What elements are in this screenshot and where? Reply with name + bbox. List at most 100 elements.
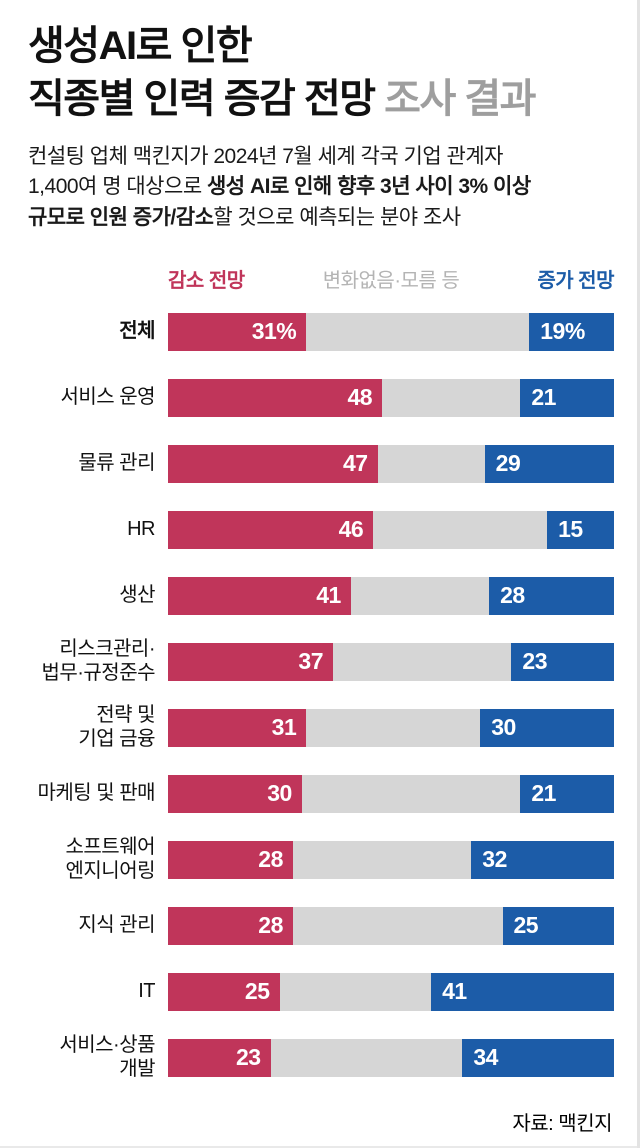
bar: 47 29 (168, 444, 614, 483)
chart-row: IT 25 41 (28, 972, 614, 1011)
decrease-bar: 23 (168, 1038, 271, 1077)
decrease-value: 31% (251, 318, 297, 345)
increase-value: 30 (491, 714, 516, 741)
decrease-bar: 47 (168, 444, 378, 483)
neutral-bar (306, 312, 530, 351)
neutral-bar (350, 576, 490, 615)
legend-neutral: 변화없음·모름 등 (322, 269, 460, 292)
increase-bar: 32 (471, 840, 614, 879)
decrease-value: 23 (235, 1044, 261, 1071)
bar: 23 34 (168, 1038, 614, 1077)
chart-row: 지식 관리 28 25 (28, 906, 614, 945)
bar: 31% 19% (168, 312, 614, 351)
neutral-bar (270, 1038, 463, 1077)
row-label: IT (138, 979, 155, 1002)
legend-increase: 증가 전망 (537, 269, 614, 292)
increase-value: 29 (495, 450, 521, 477)
bar: 30 21 (168, 774, 614, 813)
title-line2-sub: 조사 결과 (374, 76, 536, 121)
decrease-value: 37 (298, 648, 324, 675)
increase-value: 32 (482, 846, 507, 873)
neutral-bar (382, 378, 521, 417)
decrease-bar: 31% (168, 312, 307, 351)
bar: 37 23 (168, 642, 614, 681)
decrease-value: 28 (258, 846, 283, 873)
subtitle: 컨설팅 업체 맥킨지가 2024년 7월 세계 각국 기업 관계자 1,400여 … (28, 142, 614, 234)
chart-row: 전략 및 기업 금융 31 30 (28, 704, 614, 750)
increase-value: 25 (513, 912, 539, 939)
increase-value: 21 (531, 384, 556, 411)
increase-bar: 29 (484, 444, 614, 483)
bar: 46 15 (168, 510, 614, 549)
increase-bar: 19% (529, 312, 614, 351)
increase-bar: 34 (462, 1038, 614, 1077)
chart-row: 소프트웨어 엔지니어링 28 32 (28, 836, 614, 882)
bar: 48 21 (168, 378, 614, 417)
neutral-bar (377, 444, 485, 483)
increase-value: 21 (531, 780, 556, 807)
row-label: 물류 관리 (78, 451, 155, 474)
row-label: 생산 (119, 583, 155, 606)
bar: 31 30 (168, 708, 614, 747)
header: 생성AI로 인한 직종별 인력 증감 전망 조사 결과 컨설팅 업체 맥킨지가 … (28, 20, 614, 234)
neutral-bar (301, 774, 521, 813)
chart-row: 서비스 운영 48 21 (28, 378, 614, 417)
chart-row: 물류 관리 47 29 (28, 444, 614, 483)
neutral-bar (373, 510, 548, 549)
increase-value: 28 (500, 582, 525, 609)
row-label: 지식 관리 (78, 913, 155, 936)
subtitle-line: 규모로 인원 증가/감소할 것으로 예측되는 분야 조사 (28, 205, 461, 229)
decrease-value: 28 (258, 912, 283, 939)
stacked-bar-chart: 전체 31% 19% 서비스 운영 48 21 물류 관리 47 (28, 312, 614, 1080)
decrease-bar: 30 (168, 774, 302, 813)
increase-bar: 41 (431, 972, 614, 1011)
row-label: HR (127, 517, 155, 540)
decrease-value: 48 (347, 384, 373, 411)
row-label: 소프트웨어 엔지니어링 (65, 835, 156, 882)
chart-row: 전체 31% 19% (28, 312, 614, 351)
bar: 28 25 (168, 906, 614, 945)
increase-bar: 23 (511, 642, 614, 681)
decrease-value: 31 (271, 714, 297, 741)
chart-row: 리스크관리· 법무·규정준수 37 23 (28, 638, 614, 684)
increase-bar: 30 (480, 708, 614, 747)
neutral-bar (292, 906, 503, 945)
increase-bar: 15 (547, 510, 614, 549)
decrease-bar: 28 (168, 840, 293, 879)
row-label: 마케팅 및 판매 (37, 781, 155, 804)
increase-value: 23 (522, 648, 548, 675)
page-title: 생성AI로 인한 직종별 인력 증감 전망 조사 결과 (28, 20, 614, 126)
neutral-bar (279, 972, 432, 1011)
decrease-value: 25 (244, 978, 270, 1005)
chart-legend: 감소 전망 변화없음·모름 등 증가 전망 (168, 264, 614, 293)
title-line2: 직종별 인력 증감 전망 조사 결과 (28, 73, 614, 126)
bar: 41 28 (168, 576, 614, 615)
title-line2-main: 직종별 인력 증감 전망 (28, 76, 376, 121)
subtitle-line: 컨설팅 업체 맥킨지가 2024년 7월 세계 각국 기업 관계자 (28, 144, 503, 168)
row-label: 리스크관리· 법무·규정준수 (41, 637, 155, 684)
decrease-bar: 41 (168, 576, 351, 615)
legend-decrease: 감소 전망 (168, 269, 245, 292)
increase-value: 34 (473, 1044, 498, 1071)
decrease-bar: 37 (168, 642, 334, 681)
row-label: 전체 (119, 319, 155, 342)
title-line1: 생성AI로 인한 (28, 24, 253, 68)
chart-row: 생산 41 28 (28, 576, 614, 615)
increase-value: 15 (558, 516, 583, 543)
decrease-value: 46 (338, 516, 364, 543)
increase-bar: 21 (520, 378, 614, 417)
decrease-bar: 46 (168, 510, 374, 549)
chart-row: HR 46 15 (28, 510, 614, 549)
decrease-value: 41 (316, 582, 341, 609)
bar: 28 32 (168, 840, 614, 879)
row-label: 서비스·상품 개발 (59, 1033, 155, 1080)
decrease-value: 30 (267, 780, 292, 807)
subtitle-line: 1,400여 명 대상으로 생성 AI로 인해 향후 3년 사이 3% 이상 (28, 175, 531, 199)
row-label: 전략 및 기업 금융 (78, 703, 155, 750)
neutral-bar (306, 708, 481, 747)
increase-value: 41 (442, 978, 467, 1005)
neutral-bar (333, 642, 512, 681)
decrease-bar: 28 (168, 906, 293, 945)
row-label: 서비스 운영 (60, 385, 155, 408)
